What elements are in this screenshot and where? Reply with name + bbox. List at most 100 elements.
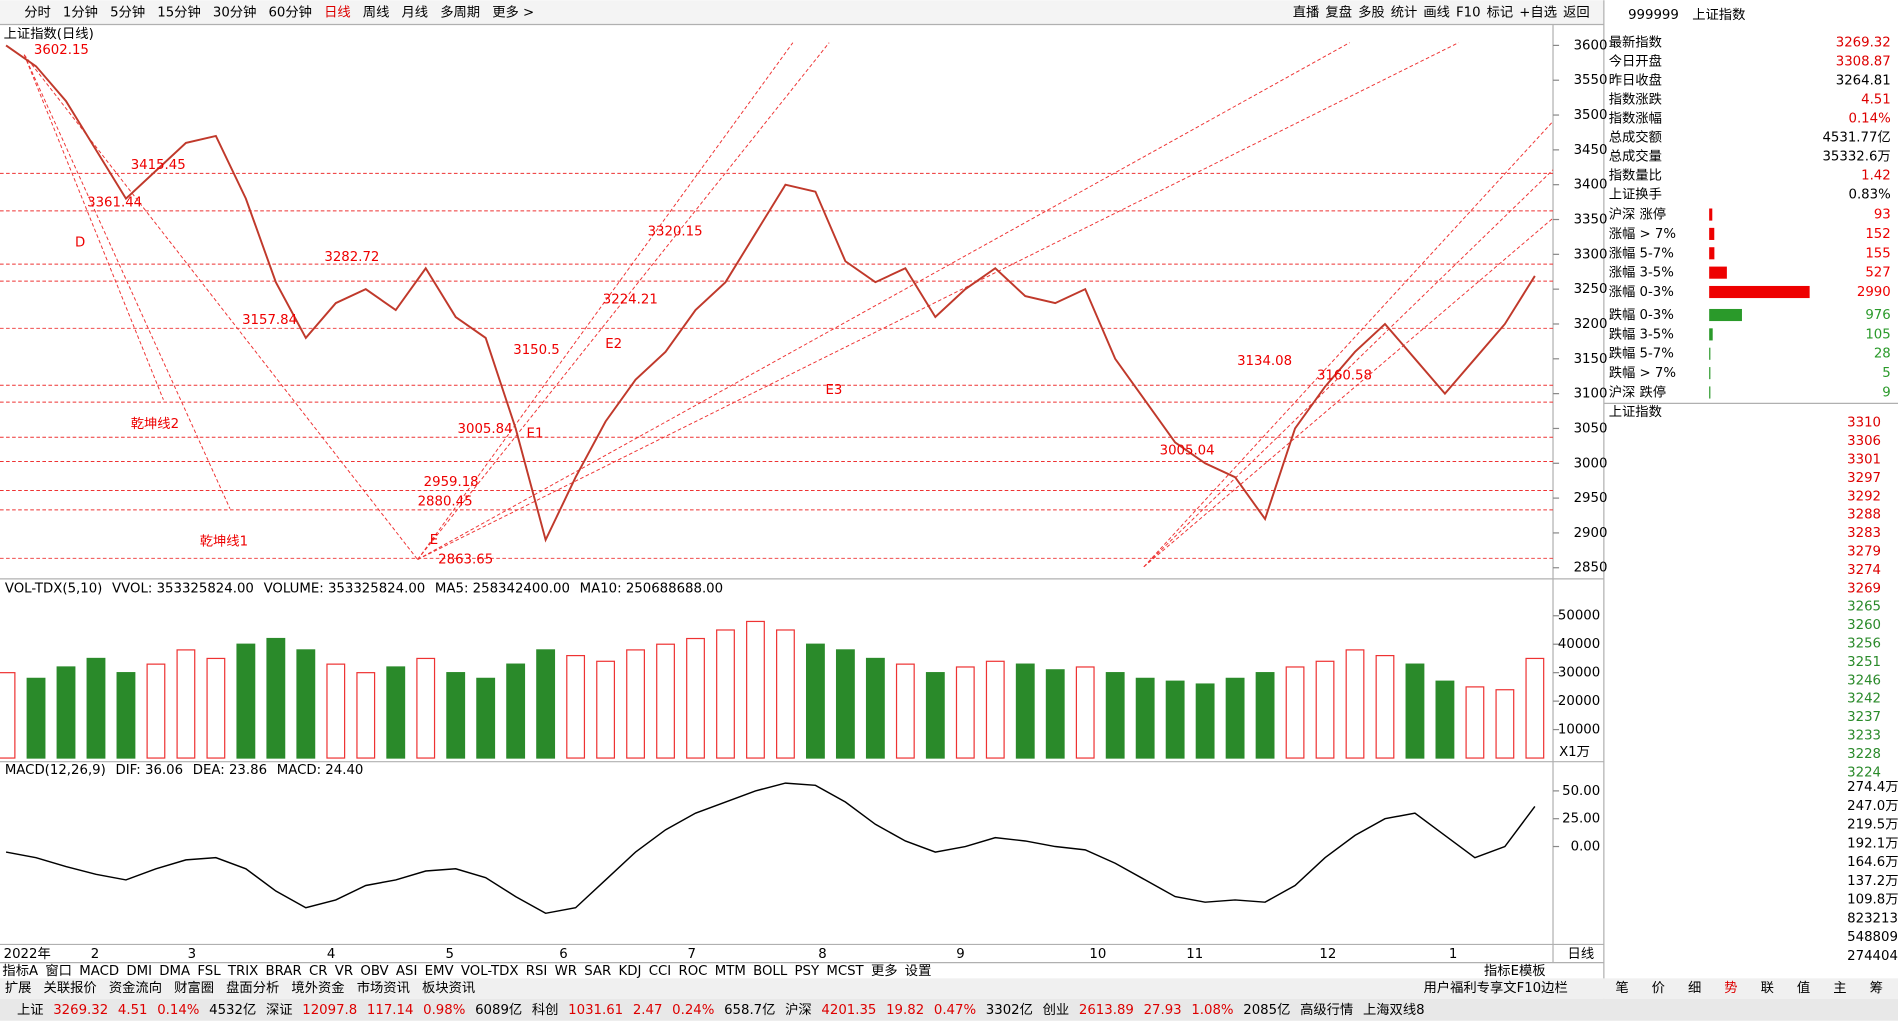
volume-tick: 548809 bbox=[1847, 930, 1898, 945]
breadth-label: 涨幅 > 7% bbox=[1609, 226, 1676, 242]
volume-bar bbox=[1135, 677, 1155, 759]
quote-label: 上证换手 bbox=[1609, 187, 1662, 203]
indicator-tab[interactable]: CCI bbox=[649, 964, 672, 979]
price-tick: 3292 bbox=[1847, 489, 1881, 504]
bottom-tab[interactable]: 盘面分析 bbox=[226, 979, 279, 996]
breadth-value: 527 bbox=[1865, 266, 1890, 281]
price-tick: 3237 bbox=[1847, 710, 1881, 725]
indicator-tab[interactable]: MTM bbox=[715, 964, 746, 979]
period-label: 日线 bbox=[1568, 946, 1595, 962]
indicator-tab[interactable]: ROC bbox=[678, 964, 707, 979]
indicator-tab[interactable]: FSL bbox=[197, 964, 221, 979]
indicator-tab[interactable]: BRAR bbox=[266, 964, 302, 979]
status-item: 658.7亿 bbox=[724, 1002, 775, 1018]
volume-bar bbox=[1285, 666, 1305, 759]
period-tab[interactable]: 日线 bbox=[324, 4, 351, 20]
status-item: 1031.61 bbox=[568, 1003, 623, 1018]
period-tab[interactable]: 60分钟 bbox=[268, 3, 312, 20]
volume-bar bbox=[1045, 669, 1065, 759]
breadth-label: 跌幅 0-3% bbox=[1609, 307, 1674, 323]
breadth-bar bbox=[1709, 308, 1742, 322]
y-tick-label: 3150 bbox=[1574, 352, 1608, 367]
indicator-tab[interactable]: ASI bbox=[396, 964, 417, 979]
period-tab[interactable]: 周线 bbox=[363, 4, 390, 20]
y-tick-label: 3000 bbox=[1574, 456, 1608, 471]
volume-bar bbox=[116, 672, 136, 759]
indicator-tab[interactable]: BOLL bbox=[753, 964, 788, 979]
quote-value: 3308.87 bbox=[1836, 55, 1891, 70]
volume-tick: 247.0万 bbox=[1847, 799, 1898, 814]
volume-bar bbox=[566, 654, 586, 759]
side-button[interactable]: 笔 bbox=[1615, 980, 1628, 996]
indicator-tab[interactable]: KDJ bbox=[619, 964, 642, 979]
price-tick: 3256 bbox=[1847, 637, 1881, 652]
volume-bar bbox=[656, 643, 675, 759]
breadth-label: 涨幅 3-5% bbox=[1609, 265, 1674, 281]
volume-bar bbox=[386, 666, 406, 759]
bottom-tab[interactable]: 资金流向 bbox=[109, 980, 162, 996]
side-button[interactable]: 细 bbox=[1688, 980, 1701, 996]
price-tick: 3246 bbox=[1847, 673, 1881, 688]
period-tab[interactable]: 1分钟 bbox=[63, 3, 98, 20]
indicator-tab[interactable]: VOL-TDX bbox=[461, 964, 519, 979]
indicator-tab[interactable]: CR bbox=[309, 964, 328, 979]
bottom-tab[interactable]: 关联报价 bbox=[44, 980, 97, 996]
period-tab[interactable]: 15分钟 bbox=[157, 3, 201, 20]
bottom-tab[interactable]: 市场资讯 bbox=[357, 979, 410, 996]
period-tab[interactable]: 30分钟 bbox=[213, 3, 257, 20]
annotation: E bbox=[430, 533, 438, 548]
legend-text: DIF: 36.06 bbox=[116, 763, 184, 778]
annotation: 3005.84 bbox=[458, 422, 513, 437]
indicator-tab[interactable]: DMI bbox=[126, 964, 152, 979]
indicator-tab[interactable]: 指标A bbox=[2, 963, 38, 979]
indicator-tab[interactable]: PSY bbox=[794, 964, 819, 979]
bottom-tab[interactable]: 境外资金 bbox=[291, 980, 344, 996]
tool-button: 返回 bbox=[1563, 4, 1590, 20]
unit-label: X1万 bbox=[1559, 745, 1590, 760]
dif-line bbox=[5, 782, 1536, 915]
legend-text: MACD(12,26,9) bbox=[5, 763, 106, 778]
indicator-tab[interactable]: MACD bbox=[79, 964, 119, 979]
indicator-tab[interactable]: 窗口 bbox=[45, 962, 72, 979]
annotation: 3134.08 bbox=[1237, 354, 1292, 369]
volume-bar bbox=[1405, 663, 1425, 759]
side-button[interactable]: 主 bbox=[1833, 980, 1846, 996]
volume-bar bbox=[296, 649, 316, 759]
bottom-tab[interactable]: 板块资讯 bbox=[422, 980, 475, 996]
side-button[interactable]: 筹 bbox=[1870, 979, 1883, 996]
quote-value: 0.14% bbox=[1848, 112, 1890, 127]
x-tick-label: 10 bbox=[1089, 947, 1106, 962]
y-tick-label: 3500 bbox=[1574, 108, 1608, 123]
volume-bar bbox=[236, 643, 256, 759]
period-tab[interactable]: 更多 > bbox=[492, 3, 534, 20]
annotation: 3224.21 bbox=[603, 292, 658, 307]
volume-tick: 137.2万 bbox=[1847, 874, 1898, 889]
period-tab[interactable]: 5分钟 bbox=[110, 3, 145, 20]
indicator-tab[interactable]: SAR bbox=[584, 964, 611, 979]
volume-bar bbox=[56, 666, 76, 759]
indicator-tab[interactable]: 更多 bbox=[871, 962, 898, 979]
indicator-tab[interactable]: WR bbox=[555, 964, 577, 979]
side-button[interactable]: 值 bbox=[1797, 980, 1810, 996]
indicator-tab[interactable]: 设置 bbox=[905, 963, 932, 979]
bottom-tab[interactable]: 扩展 bbox=[5, 980, 32, 996]
indicator-tab[interactable]: RSI bbox=[526, 964, 548, 979]
bottom-tab[interactable]: 财富圈 bbox=[174, 979, 214, 996]
indicator-tab[interactable]: VR bbox=[335, 964, 353, 979]
indicator-tab[interactable]: MCST bbox=[826, 964, 864, 979]
legend-text: DEA: 23.86 bbox=[193, 763, 267, 778]
period-tab[interactable]: 分时 bbox=[24, 4, 51, 20]
indicator-tab[interactable]: TRIX bbox=[227, 964, 258, 979]
indicator-tab[interactable]: OBV bbox=[360, 964, 388, 979]
side-button[interactable]: 联 bbox=[1761, 980, 1774, 996]
y-tick-label: 0.00 bbox=[1571, 840, 1601, 855]
period-tab[interactable]: 月线 bbox=[401, 4, 428, 20]
stock-code: 999999 bbox=[1628, 8, 1679, 23]
side-button[interactable]: 势 bbox=[1724, 980, 1737, 996]
side-button[interactable]: 价 bbox=[1652, 981, 1665, 996]
status-item: 27.93 bbox=[1144, 1003, 1182, 1018]
indicator-tab[interactable]: EMV bbox=[425, 964, 454, 979]
period-tab[interactable]: 多周期 bbox=[440, 3, 480, 20]
indicator-tab[interactable]: DMA bbox=[159, 964, 190, 979]
quote-value: 0.83% bbox=[1848, 188, 1890, 203]
